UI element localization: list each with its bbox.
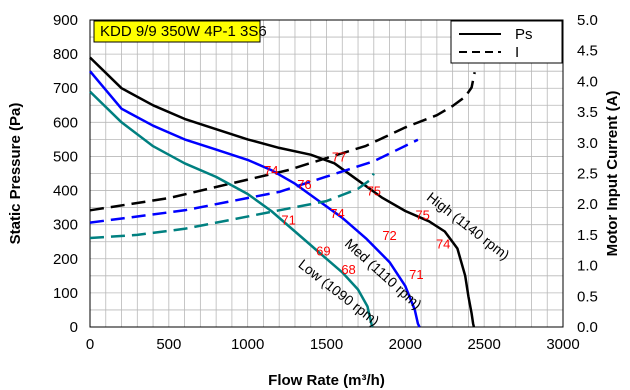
legend-label-i: I <box>515 44 519 61</box>
x-tick-label: 2000 <box>389 336 422 353</box>
y-tick-label: 300 <box>53 217 78 234</box>
y2-tick-label: 0.5 <box>577 288 598 305</box>
y2-tick-label: 4.0 <box>577 73 598 90</box>
point-label: 71 <box>281 213 295 228</box>
grid <box>90 20 563 327</box>
point-label: 75 <box>415 208 429 223</box>
point-labels: 75 75 74 74 76 77 74 72 71 71 69 68 <box>264 150 450 283</box>
current-curve-high <box>89 71 476 212</box>
point-label: 71 <box>409 267 423 282</box>
point-label: 72 <box>382 228 396 243</box>
point-label: 77 <box>332 150 346 165</box>
y2-tick-label: 3.0 <box>577 135 598 152</box>
y-tick-label: 0 <box>70 319 78 336</box>
y2-tick-label: 2.5 <box>577 166 598 183</box>
ticks: 0 500 1000 1500 2000 2500 3000 0 100 200 300 400 500… <box>53 12 598 353</box>
y-tick-label: 600 <box>53 114 78 131</box>
point-label: 76 <box>297 177 311 192</box>
point-label: 74 <box>264 163 278 178</box>
legend: Ps I <box>450 20 563 64</box>
x-tick-label: 1000 <box>231 336 264 353</box>
title-box <box>93 20 261 43</box>
point-label: 69 <box>316 243 330 258</box>
point-label: 74 <box>436 237 450 252</box>
title-text: KDD 9/9 350W 4P-1 3S6 <box>100 23 267 40</box>
pressure-curve-med <box>89 70 421 328</box>
current-curve-med <box>89 138 419 224</box>
x-tick-label: 3000 <box>546 336 579 353</box>
y2-tick-label: 0.0 <box>577 319 598 336</box>
current-curve-low <box>89 172 375 240</box>
plot-frame <box>89 19 564 328</box>
x-axis-title: Flow Rate (m³/h) <box>268 372 385 389</box>
y2-tick-label: 4.5 <box>577 43 598 60</box>
y2-tick-label: 1.5 <box>577 227 598 244</box>
point-label: 68 <box>341 262 355 277</box>
y-tick-label: 200 <box>53 251 78 268</box>
legend-label-ps: Ps <box>515 26 533 43</box>
y2-tick-label: 2.0 <box>577 196 598 213</box>
x-tick-label: 1500 <box>310 336 343 353</box>
y-tick-label: 100 <box>53 285 78 302</box>
x-tick-label: 500 <box>156 336 181 353</box>
curves <box>89 56 476 328</box>
y-tick-label: 400 <box>53 183 78 200</box>
x-tick-label: 2500 <box>467 336 500 353</box>
point-label: 74 <box>330 206 344 221</box>
y-axis-title: Static Pressure (Pa) <box>7 103 24 245</box>
y2-tick-label: 3.5 <box>577 104 598 121</box>
y2-tick-label: 5.0 <box>577 12 598 29</box>
x-tick-label: 0 <box>86 336 94 353</box>
y-tick-label: 800 <box>53 46 78 63</box>
y2-axis-title: Motor Input Current (A) <box>604 91 621 257</box>
y-tick-label: 500 <box>53 148 78 165</box>
point-label: 75 <box>367 184 381 199</box>
y-tick-label: 900 <box>53 12 78 29</box>
pressure-curve-high <box>89 56 476 328</box>
y-tick-label: 700 <box>53 80 78 97</box>
legend-box <box>450 20 563 64</box>
y2-tick-label: 1.0 <box>577 258 598 275</box>
pressure-curve-low <box>89 90 374 328</box>
chart-title: KDD 9/9 350W 4P-1 3S6 <box>93 20 267 43</box>
